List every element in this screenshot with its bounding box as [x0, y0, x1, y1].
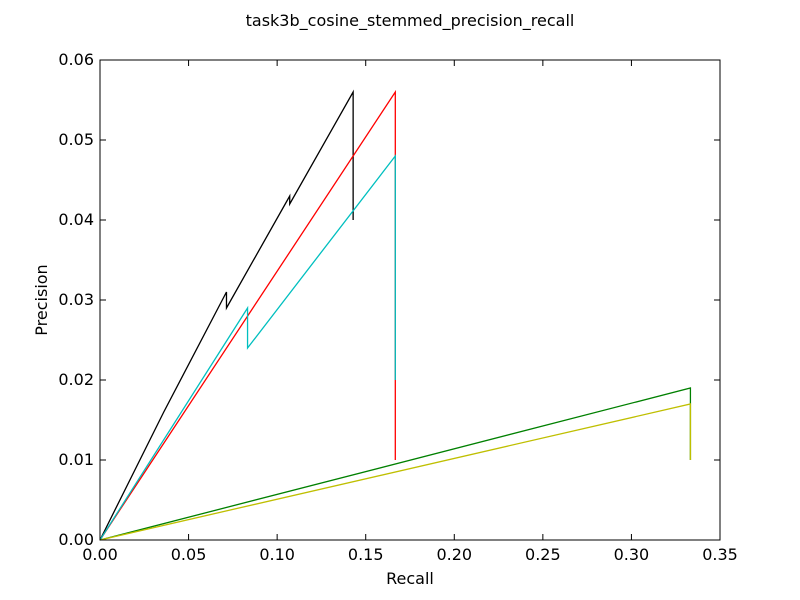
tick-layer: 0.00 0.05 0.10 0.15 0.20 0.25 0.30 0.35 0.00 0.01…: [58, 50, 737, 564]
x-tick-label: 0.30: [614, 545, 650, 564]
x-tick-label: 0.25: [525, 545, 561, 564]
y-tick-label: 0.06: [58, 50, 94, 69]
y-axis-label: Precision: [32, 264, 51, 335]
series-line-1: [99, 89, 354, 541]
y-tick-label: 0.05: [58, 130, 94, 149]
series-line-5: [99, 403, 692, 541]
series-line-3: [99, 154, 396, 541]
chart-title: task3b_cosine_stemmed_precision_recall: [246, 11, 575, 31]
y-tick-label: 0.02: [58, 370, 94, 389]
y-tick-label: 0.00: [58, 530, 94, 549]
y-tick-label: 0.04: [58, 210, 94, 229]
x-tick-label: 0.20: [436, 545, 472, 564]
y-tick-label: 0.03: [58, 290, 94, 309]
x-tick-label: 0.00: [82, 545, 118, 564]
x-tick-label: 0.35: [702, 545, 738, 564]
x-axis-label: Recall: [386, 569, 434, 588]
x-tick-label: 0.10: [259, 545, 295, 564]
x-tick-label: 0.15: [348, 545, 384, 564]
x-tick-label: 0.05: [171, 545, 207, 564]
series-layer: [99, 89, 692, 541]
y-tick-label: 0.01: [58, 450, 94, 469]
